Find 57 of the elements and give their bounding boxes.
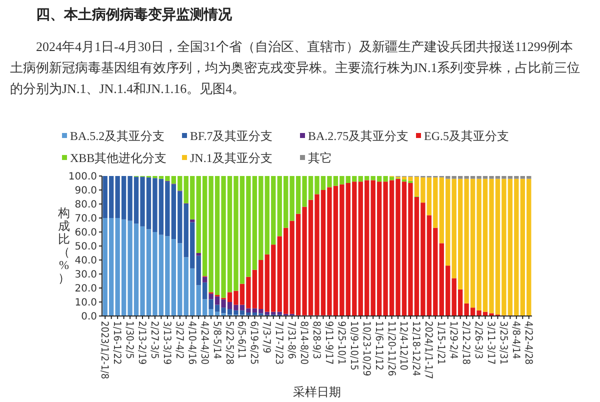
legend-label: BA.2.75及其亚分支 — [308, 129, 409, 143]
x-tick-label: 5/22-5/28 — [223, 321, 234, 365]
x-tick-label: 3/25-3/31 — [497, 321, 508, 365]
legend-label: 其它 — [308, 151, 332, 165]
x-tick-label: 1/29-2/4 — [448, 321, 459, 360]
x-tick-label: 5/8-5/14 — [210, 321, 222, 360]
x-tick-label: 1/30-2/5 — [124, 321, 135, 359]
x-tick-label: 9/25-10/1 — [335, 321, 346, 365]
x-tick-label: 6/5-6/11 — [236, 321, 247, 359]
x-tick-label: 2/13-2/19 — [136, 321, 148, 365]
x-tick-label: 4/22-4/28 — [522, 321, 534, 365]
x-tick-label: 4/24-4/30 — [198, 321, 210, 365]
x-tick-label: 7/17-7/23 — [273, 321, 284, 365]
x-tick-label: 2023/1/2-1/8 — [98, 321, 110, 380]
legend-label: XBB其他进化分支 — [70, 151, 167, 165]
y-tick-label: 100.0 — [68, 172, 97, 182]
y-tick-label: 10.0 — [74, 298, 97, 308]
x-tick-label: 7/3-7/9 — [260, 321, 272, 354]
y-axis-title: 构成比（%） — [57, 206, 70, 285]
legend-label: BF.7及其亚分支 — [190, 129, 273, 143]
y-tick-label: 80.0 — [74, 200, 97, 210]
legend-label: EG.5及其亚分支 — [424, 129, 509, 143]
x-tick-label: 9/11-9/17 — [322, 321, 334, 365]
x-tick-label: 6/19-6/25 — [248, 321, 260, 365]
x-tick-label: 4/8-4/14 — [510, 321, 521, 360]
chart-title: 四、本土病例病毒变异监测情况 — [36, 6, 232, 24]
x-tick-label: 8/28-9/3 — [310, 321, 322, 359]
y-tick-label: 70.0 — [74, 214, 97, 224]
x-tick-label: 2/27-3/5 — [148, 321, 160, 359]
y-tick-label: 0.0 — [81, 312, 97, 322]
x-tick-label: 2/12-2/18 — [460, 321, 472, 365]
legend-label: JN.1及其亚分支 — [190, 151, 272, 165]
y-tick-label: 20.0 — [74, 284, 97, 294]
x-tick-label: 8/14-8/20 — [298, 321, 310, 365]
x-tick-label: 11/20-11/26 — [385, 321, 396, 376]
x-tick-label: 2024/1/1-1/7 — [422, 321, 434, 380]
y-tick-label: 50.0 — [74, 242, 97, 252]
x-tick-label: 10/9-10/15 — [348, 321, 359, 370]
y-tick-label: 40.0 — [74, 256, 97, 266]
y-tick-label: 60.0 — [74, 228, 97, 238]
y-tick-label: 90.0 — [74, 186, 97, 196]
y-tick-label: 30.0 — [74, 270, 97, 280]
x-tick-label: 1/16-1/22 — [111, 321, 122, 365]
x-tick-label: 4/10-4/16 — [186, 321, 197, 365]
x-tick-label: 2/26-3/3 — [472, 321, 484, 359]
legend-label: BA.5.2及其亚分支 — [70, 129, 165, 143]
chart-subtitle: 2024年4月1日-4月30日，全国31个省（自治区、直辖市）及新疆生产建设兵团共报送11299例本土病例新冠病毒基因组有效序列，均为奥密克戎变异株。主要流行株为JN.1系列变异株，占比前三位的分别为JN.1、JN.1.4和JN.1.16。见图4。 — [10, 38, 582, 98]
x-tick-label: 1/15-1/21 — [435, 321, 446, 365]
x-tick-label: 12/4-12/10 — [398, 321, 409, 371]
x-axis-title: 采样日期 — [293, 385, 341, 399]
x-tick-label: 12/18-12/24 — [410, 321, 422, 376]
x-tick-label: 11/6-11/12 — [372, 321, 384, 370]
x-tick-label: 3/27-4/2 — [173, 321, 184, 359]
x-tick-label: 7/31-8/6 — [286, 321, 297, 360]
x-tick-label: 3/11-3/17 — [484, 321, 496, 365]
x-tick-label: 10/23-10/29 — [360, 321, 372, 376]
x-tick-label: 3/13-3/19 — [160, 321, 172, 365]
